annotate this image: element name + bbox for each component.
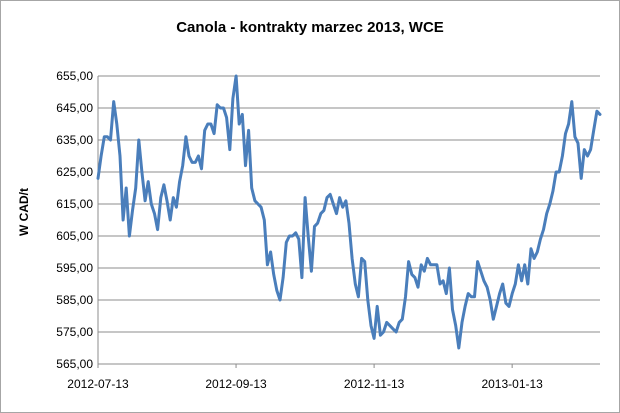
y-tick-label: 575,00 xyxy=(56,325,93,339)
y-tick-label: 585,00 xyxy=(56,293,93,307)
y-tick-label: 605,00 xyxy=(56,229,93,243)
chart-title: Canola - kontrakty marzec 2013, WCE xyxy=(176,19,444,36)
x-tick-label: 2012-07-13 xyxy=(67,377,129,391)
y-tick-label: 655,00 xyxy=(56,69,93,83)
y-tick-label: 645,00 xyxy=(56,101,93,115)
y-tick-label: 565,00 xyxy=(56,357,93,371)
x-tick-label: 2012-09-13 xyxy=(205,377,267,391)
x-tick-label: 2012-11-13 xyxy=(344,377,405,391)
x-tick-label: 2013-01-13 xyxy=(481,377,543,391)
y-tick-label: 595,00 xyxy=(56,261,93,275)
y-tick-label: 615,00 xyxy=(56,197,93,211)
price-line xyxy=(96,74,602,350)
y-tick-label: 635,00 xyxy=(56,133,93,147)
y-tick-label: 625,00 xyxy=(56,165,93,179)
